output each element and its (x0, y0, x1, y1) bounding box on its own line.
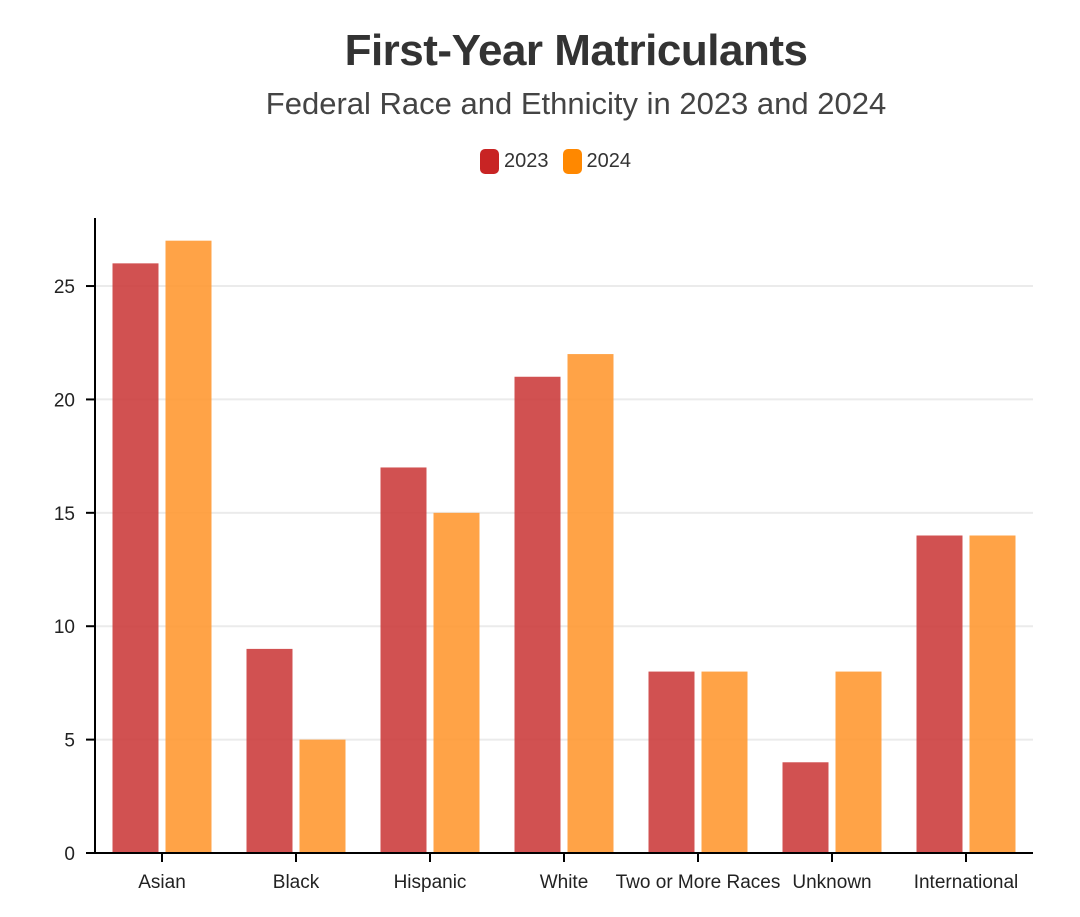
x-tick-label: Hispanic (394, 872, 467, 893)
bar-2023 (648, 671, 695, 853)
x-tick-label: Two or More Races (616, 872, 781, 893)
legend-swatch-2023 (480, 149, 499, 174)
bar-2024 (433, 512, 480, 853)
y-tick-label: 5 (64, 731, 75, 752)
legend-label-2023: 2023 (504, 150, 549, 172)
bar-2024 (165, 240, 212, 853)
x-tick-label: Asian (138, 872, 186, 893)
x-tick-label: Unknown (792, 872, 871, 893)
legend-label-2024: 2024 (586, 150, 632, 172)
bar-2024 (299, 739, 346, 853)
y-tick-label: 15 (54, 504, 75, 525)
bar-2023 (782, 762, 829, 853)
chart-title: First-Year Matriculants (344, 26, 808, 75)
bar-2024 (835, 671, 882, 853)
x-tick-label: White (540, 872, 589, 893)
bar-2023 (916, 535, 963, 853)
bar-2024 (567, 354, 614, 853)
bar-2023 (514, 376, 561, 853)
bar-2024 (969, 535, 1016, 853)
bar-2023 (380, 467, 427, 853)
y-tick-label: 25 (54, 277, 75, 298)
chart-subtitle: Federal Race and Ethnicity in 2023 and 2… (265, 86, 887, 121)
x-tick-label: International (914, 872, 1019, 893)
y-tick-label: 10 (54, 617, 75, 638)
y-tick-label: 20 (54, 390, 75, 411)
chart-legend: 2023 2024 (480, 149, 645, 174)
x-tick-label: Black (273, 872, 320, 893)
y-tick-label: 0 (64, 844, 75, 865)
bar-2023 (246, 648, 293, 853)
bar-2023 (112, 263, 159, 853)
legend-item-2023[interactable]: 2023 (480, 149, 549, 174)
legend-item-2024[interactable]: 2024 (562, 149, 632, 174)
legend-swatch-2024 (562, 149, 582, 174)
bar-2024 (701, 671, 748, 853)
